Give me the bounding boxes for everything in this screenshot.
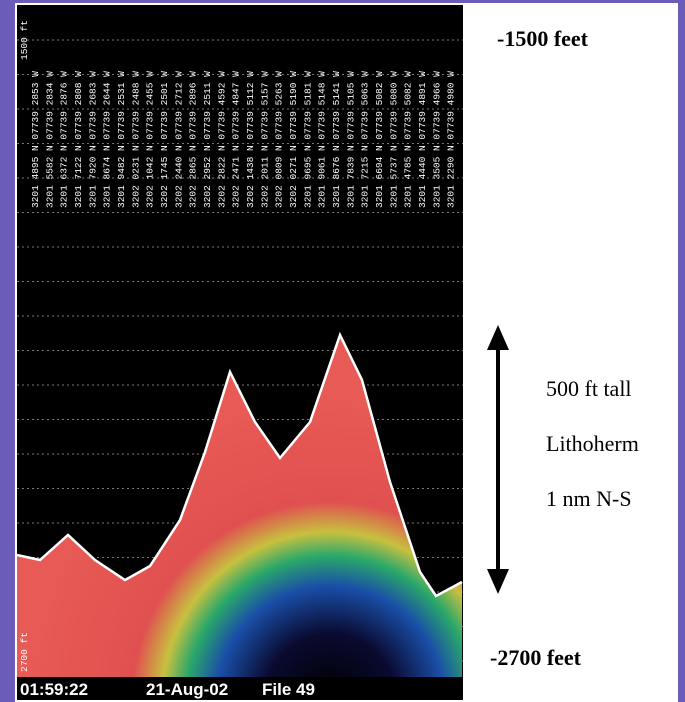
column-label: 3202 0231 N 07739 2488 W [130, 71, 141, 208]
column-label: 3201 9695 N 07739 5181 W [302, 71, 313, 208]
column-label: 3202 1745 N 07739 2501 W [159, 71, 170, 208]
top-depth: -1500 feet [497, 26, 589, 51]
column-label: 3202 1438 N 07739 5112 W [245, 71, 256, 208]
column-label: 3201 6694 N 07739 5082 W [374, 71, 385, 208]
column-label: 3202 2822 N 07739 4592 W [216, 71, 227, 208]
column-label: 3201 9061 N 07739 5148 W [317, 71, 328, 208]
arrow-head-down [487, 569, 509, 594]
column-label: 3202 2011 N 07739 5157 W [259, 71, 270, 208]
height-label: 500 ft tall [546, 376, 632, 401]
column-label: 3201 6372 N 07739 2876 W [59, 71, 70, 208]
column-label: 3201 8676 N 07739 5141 W [331, 71, 342, 208]
column-label: 3201 8674 N 07739 2644 W [102, 71, 113, 208]
name-label: Lithoherm [546, 431, 639, 456]
column-label: 3202 2471 N 07739 4847 W [231, 71, 242, 208]
column-label: 3202 0271 N 07739 5190 W [288, 71, 299, 208]
column-label: 3202 2952 N 07739 2511 W [202, 71, 213, 208]
column-label: 3201 4895 N 07739 2853 W [30, 71, 41, 208]
column-label: 3201 4440 N 07739 4891 W [417, 71, 428, 208]
column-label: 3201 7215 N 07739 5063 W [360, 71, 371, 208]
footer-time: 01:59:22 [20, 680, 88, 699]
top-border [0, 0, 685, 3]
column-label: 3201 5582 N 07739 2834 W [44, 71, 55, 208]
column-label: 3201 4785 N 07739 5082 W [403, 71, 414, 208]
column-labels: 3201 4895 N 07739 2853 W 3201 5582 N 0773… [30, 71, 457, 208]
seabed-line [16, 331, 463, 598]
top-scale: 1500 ft [19, 20, 30, 60]
column-label: 3202 1042 N 07739 2455 W [145, 71, 156, 208]
footer-date: 21-Aug-02 [146, 680, 228, 699]
column-label: 3202 2865 N 07739 2896 W [188, 71, 199, 208]
column-label: 3201 2290 N 07739 4980 W [446, 71, 457, 208]
footer-file: File 49 [262, 680, 315, 699]
column-label: 3201 7920 N 07739 2683 W [87, 71, 98, 208]
arrow-head-up [487, 325, 509, 350]
column-label: 3201 3505 N 07739 4966 W [431, 71, 442, 208]
column-label: 3201 7122 N 07739 2808 W [73, 71, 84, 208]
column-label: 3202 2440 N 07739 2712 W [173, 71, 184, 208]
left-border [0, 0, 15, 702]
column-label: 3201 7839 N 07739 5105 W [345, 71, 356, 208]
bottom-depth: -2700 feet [490, 645, 582, 670]
seabed-echo [17, 335, 462, 677]
column-label: 3201 9482 N 07739 2531 W [116, 71, 127, 208]
bottom-scale: 2700 ft [19, 632, 30, 672]
right-border [678, 0, 685, 702]
column-label: 3202 0809 N 07739 5263 W [274, 71, 285, 208]
extent-label: 1 nm N-S [546, 486, 632, 511]
column-label: 3201 5737 N 07739 5080 W [388, 71, 399, 208]
footer-bar [17, 677, 463, 700]
